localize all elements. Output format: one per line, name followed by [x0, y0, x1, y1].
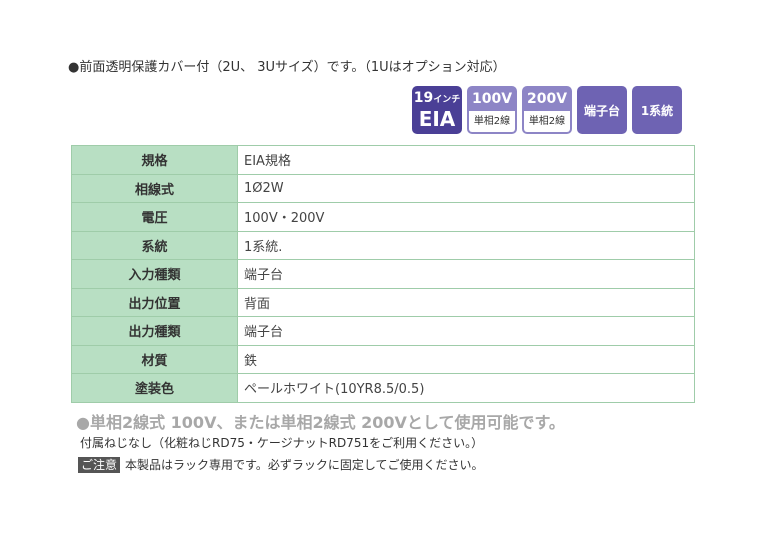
spec-label: 塗装色	[71, 373, 238, 403]
spec-label: 電圧	[71, 202, 238, 232]
spec-label: 材質	[71, 344, 238, 374]
spec-label: 相線式	[71, 173, 238, 203]
spec-row: 出力位置 背面	[71, 287, 695, 317]
badge-bottom: EIA	[418, 107, 456, 131]
eia-19inch-badge: 19インチ EIA	[412, 86, 462, 134]
badge-bottom: 単相2線	[524, 111, 570, 132]
spec-row: 塗装色 ペールホワイト(10YR8.5/0.5)	[71, 373, 695, 403]
badge-top-small: インチ	[433, 95, 461, 105]
system-badge: 1系統	[632, 86, 682, 134]
badge-top: 19	[413, 90, 434, 106]
usage-note: ●単相2線式 100V、または単相2線式 200Vとして使用可能です。	[76, 413, 565, 432]
spec-value: 背面	[237, 287, 695, 317]
spec-row: 出力種類 端子台	[71, 316, 695, 346]
spec-row: 入力種類 端子台	[71, 259, 695, 289]
100v-badge: 100V 単相2線	[467, 86, 517, 134]
caution-label: ご注意	[78, 457, 121, 473]
spec-label: 規格	[71, 145, 238, 175]
caution-text: 本製品はラック専用です。必ずラックに固定してご使用ください。	[125, 458, 484, 472]
spec-row: 相線式 1Ø2W	[71, 173, 695, 203]
screws-note: 付属ねじなし（化粧ねじRD75・ケージナットRD751をご利用ください。）	[80, 436, 484, 450]
spec-table: 規格 EIA規格 相線式 1Ø2W 電圧 100V・200V 系統 1系統. 入力種類 端子台 出力…	[71, 145, 695, 403]
spec-row: 規格 EIA規格	[71, 145, 695, 175]
spec-value: 100V・200V	[237, 202, 695, 232]
spec-label: 入力種類	[71, 259, 238, 289]
spec-row: 系統 1系統.	[71, 230, 695, 260]
spec-value: ペールホワイト(10YR8.5/0.5)	[237, 373, 695, 403]
spec-row: 電圧 100V・200V	[71, 202, 695, 232]
spec-value: 1Ø2W	[237, 173, 695, 203]
badge-bottom: 単相2線	[469, 111, 515, 132]
spec-value: EIA規格	[237, 145, 695, 175]
intro-text: ●前面透明保護カバー付（2U、 3Uサイズ）です。（1Uはオプション対応）	[68, 60, 506, 75]
caution-note: ご注意 本製品はラック専用です。必ずラックに固定してご使用ください。	[78, 456, 483, 473]
spec-label: 出力種類	[71, 316, 238, 346]
spec-value: 鉄	[237, 344, 695, 374]
200v-badge: 200V 単相2線	[522, 86, 572, 134]
badge-top: 100V	[471, 91, 513, 107]
spec-value: 端子台	[237, 316, 695, 346]
spec-row: 材質鉄	[71, 344, 695, 374]
spec-label: 系統	[71, 230, 238, 260]
spec-badges: 19インチ EIA 100V 単相2線 200V 単相2線 端子台 1系統	[412, 86, 682, 134]
terminal-badge: 端子台	[577, 86, 627, 134]
spec-label: 出力位置	[71, 287, 238, 317]
spec-value: 端子台	[237, 259, 695, 289]
spec-value: 1系統.	[237, 230, 695, 260]
badge-top: 200V	[526, 91, 568, 107]
